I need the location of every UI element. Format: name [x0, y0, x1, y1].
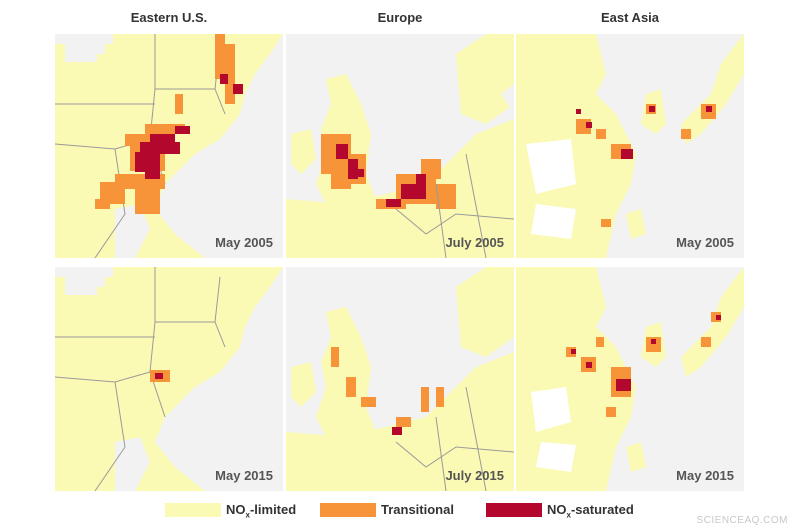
- legend: NOx-limited Transitional NOx-saturated: [0, 501, 800, 521]
- map-panel-east-asia-2005: May 2005: [516, 34, 744, 258]
- legend-swatch-nox-limited: [165, 503, 221, 517]
- map-panel-europe-2015: July 2015: [286, 267, 514, 491]
- map-panel-east-asia-2015: May 2015: [516, 267, 744, 491]
- map-east-asia-2015: [516, 267, 744, 491]
- date-label: July 2015: [445, 468, 504, 483]
- legend-swatch-nox-saturated: [486, 503, 542, 517]
- column-title-east-asia: East Asia: [600, 10, 660, 25]
- legend-label-nox-limited: NOx-limited: [226, 502, 297, 520]
- map-panel-eastern-us-2005: May 2005: [55, 34, 283, 258]
- map-eastern-us-2005: [55, 34, 283, 258]
- legend-swatch-transitional: [320, 503, 376, 517]
- map-east-asia-2005: [516, 34, 744, 258]
- map-europe-2015: [286, 267, 514, 491]
- date-label: May 2005: [215, 235, 273, 250]
- date-label: May 2015: [215, 468, 273, 483]
- map-panel-eastern-us-2015: May 2015: [55, 267, 283, 491]
- credit-watermark: SCIENCEAQ.COM: [696, 515, 788, 526]
- map-europe-2005: [286, 34, 514, 258]
- legend-label-nox-saturated: NOx-saturated: [547, 502, 634, 520]
- date-label: May 2015: [676, 468, 734, 483]
- date-label: July 2005: [445, 235, 504, 250]
- column-title-europe: Europe: [377, 10, 423, 25]
- map-eastern-us-2015: [55, 267, 283, 491]
- legend-label-transitional: Transitional: [381, 502, 454, 517]
- map-panel-europe-2005: July 2005: [286, 34, 514, 258]
- column-title-eastern-us: Eastern U.S.: [130, 10, 208, 25]
- date-label: May 2005: [676, 235, 734, 250]
